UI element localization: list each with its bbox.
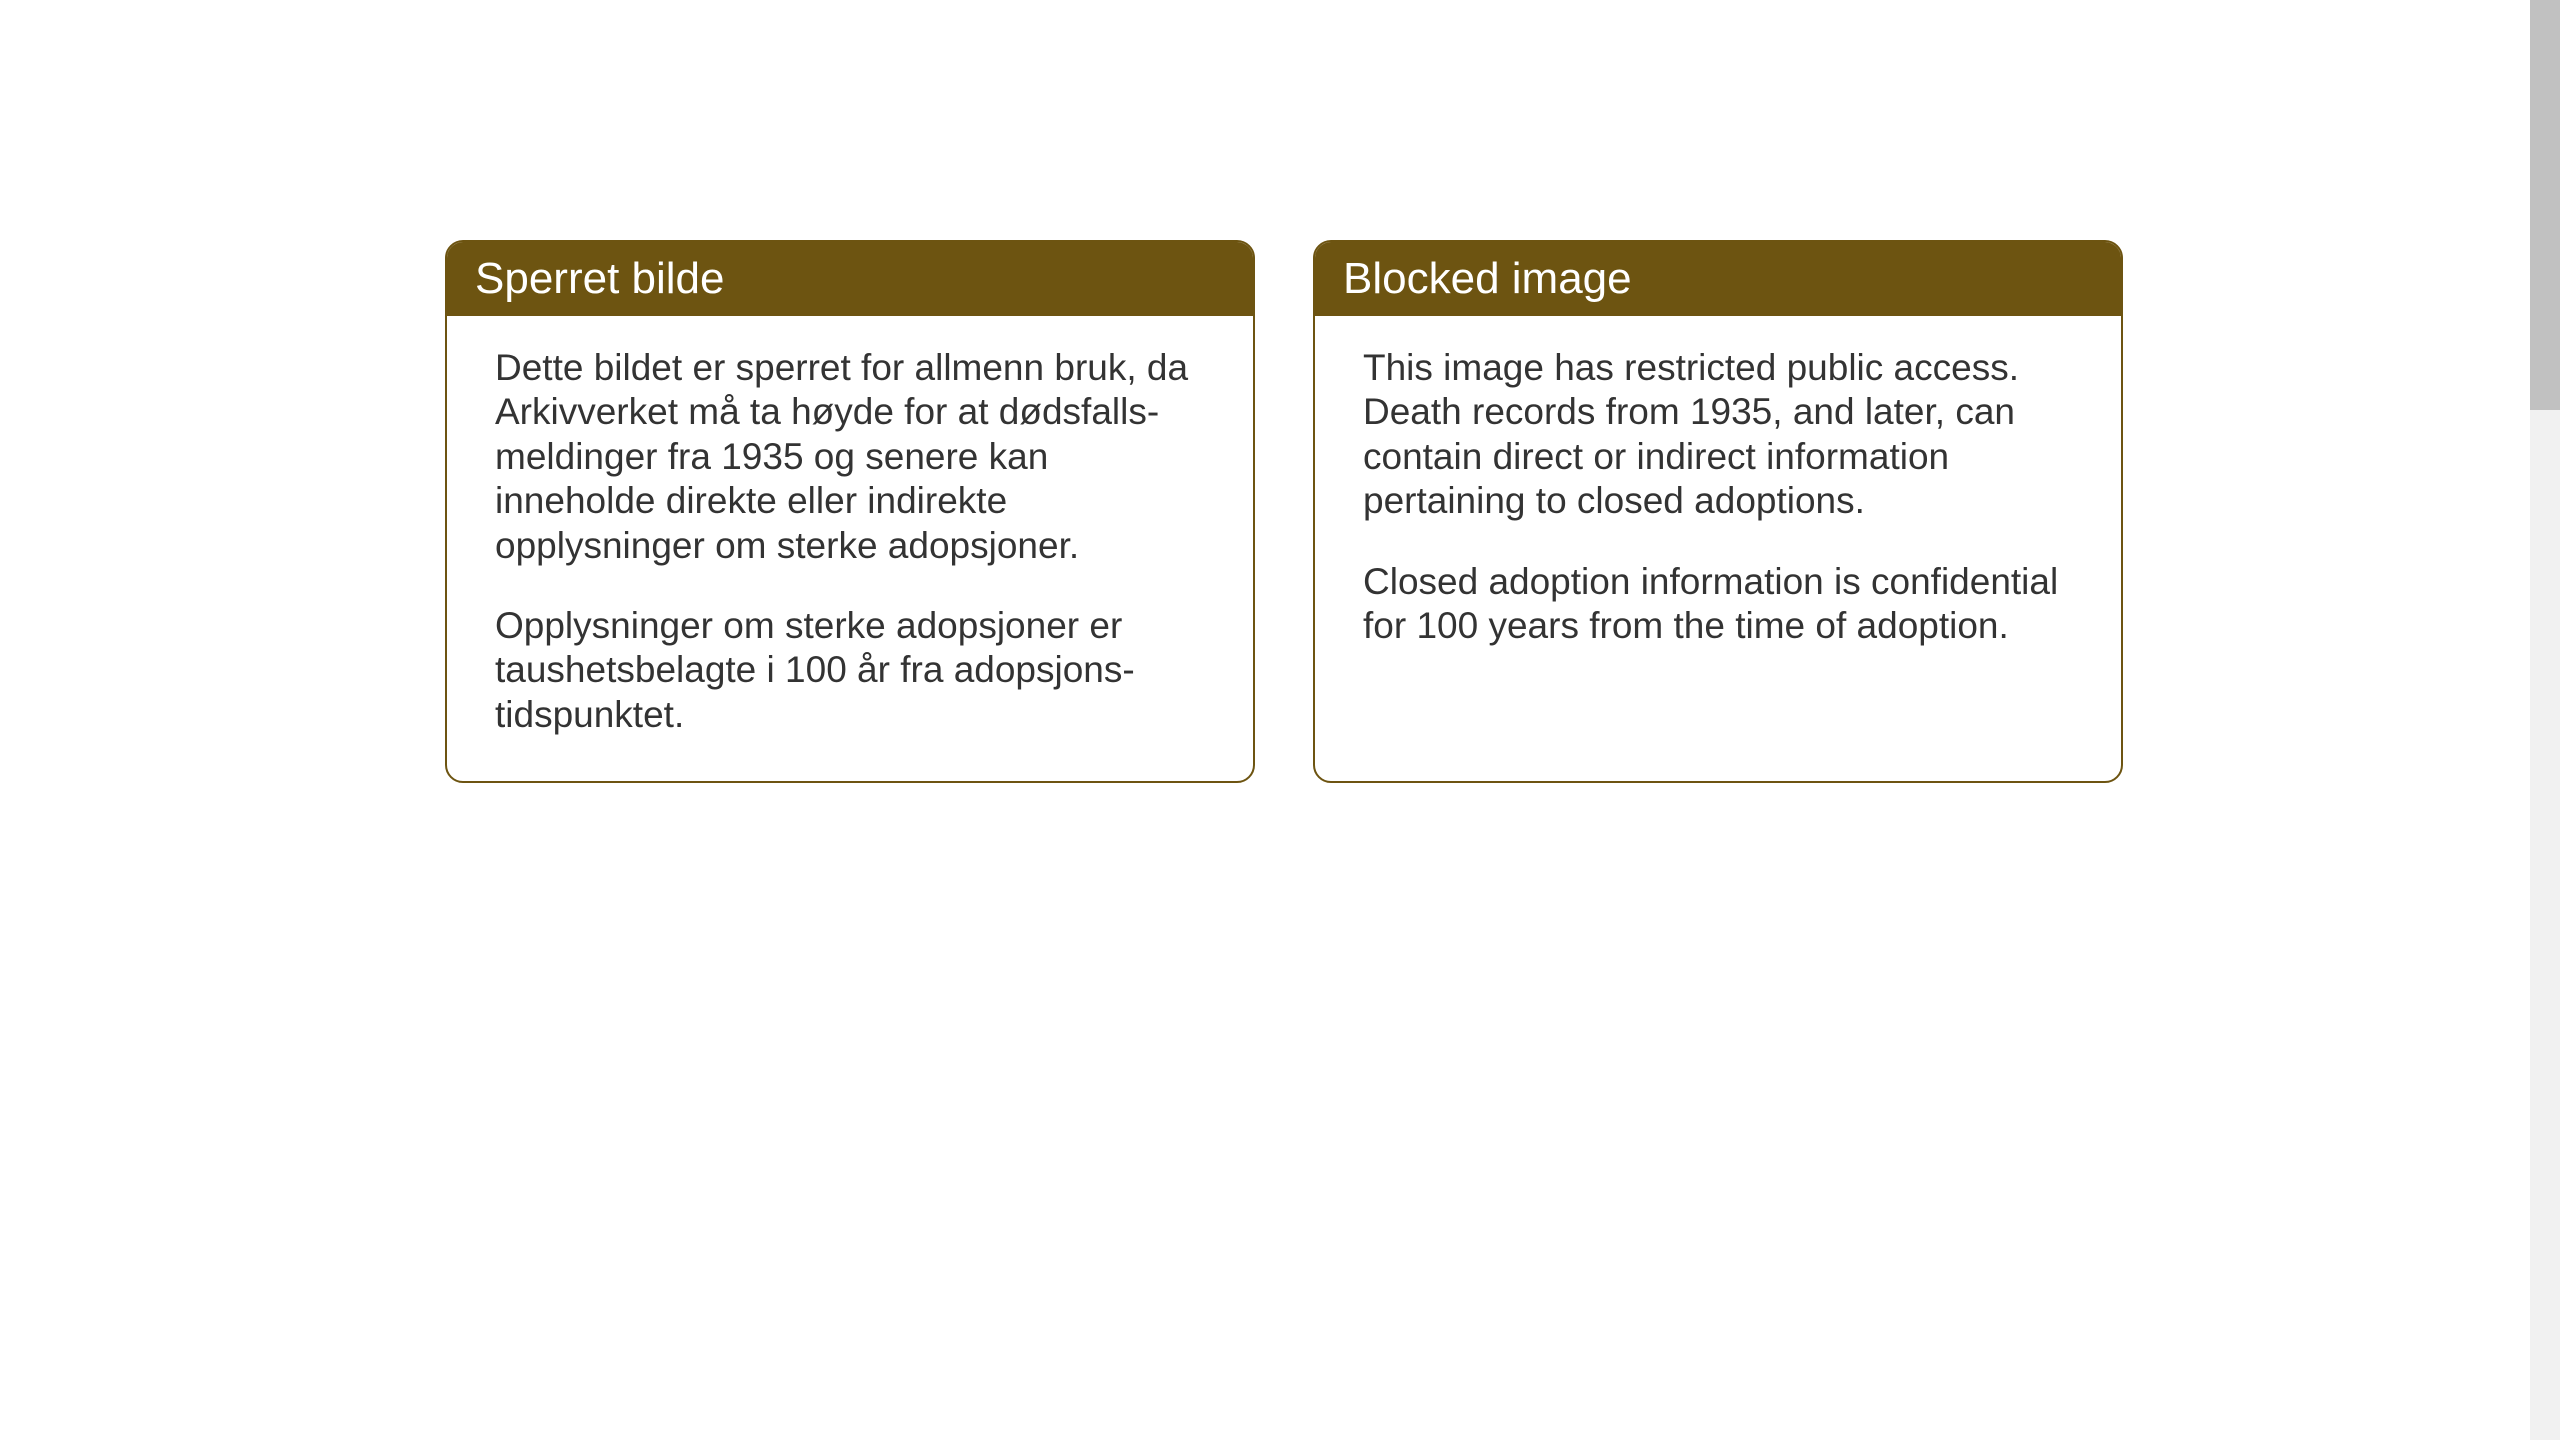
cards-container: Sperret bilde Dette bildet er sperret fo…	[445, 240, 2123, 783]
card-paragraph: This image has restricted public access.…	[1363, 346, 2073, 524]
card-header-english: Blocked image	[1315, 242, 2121, 316]
card-norwegian: Sperret bilde Dette bildet er sperret fo…	[445, 240, 1255, 783]
card-paragraph: Opplysninger om sterke adopsjoner er tau…	[495, 604, 1205, 737]
card-paragraph: Closed adoption information is confident…	[1363, 560, 2073, 649]
card-english: Blocked image This image has restricted …	[1313, 240, 2123, 783]
card-body-norwegian: Dette bildet er sperret for allmenn bruk…	[447, 316, 1253, 781]
card-title: Blocked image	[1343, 254, 1632, 303]
card-paragraph: Dette bildet er sperret for allmenn bruk…	[495, 346, 1205, 568]
scrollbar-thumb[interactable]	[2530, 0, 2560, 410]
vertical-scrollbar[interactable]	[2530, 0, 2560, 1440]
card-title: Sperret bilde	[475, 254, 724, 303]
card-header-norwegian: Sperret bilde	[447, 242, 1253, 316]
card-body-english: This image has restricted public access.…	[1315, 316, 2121, 692]
